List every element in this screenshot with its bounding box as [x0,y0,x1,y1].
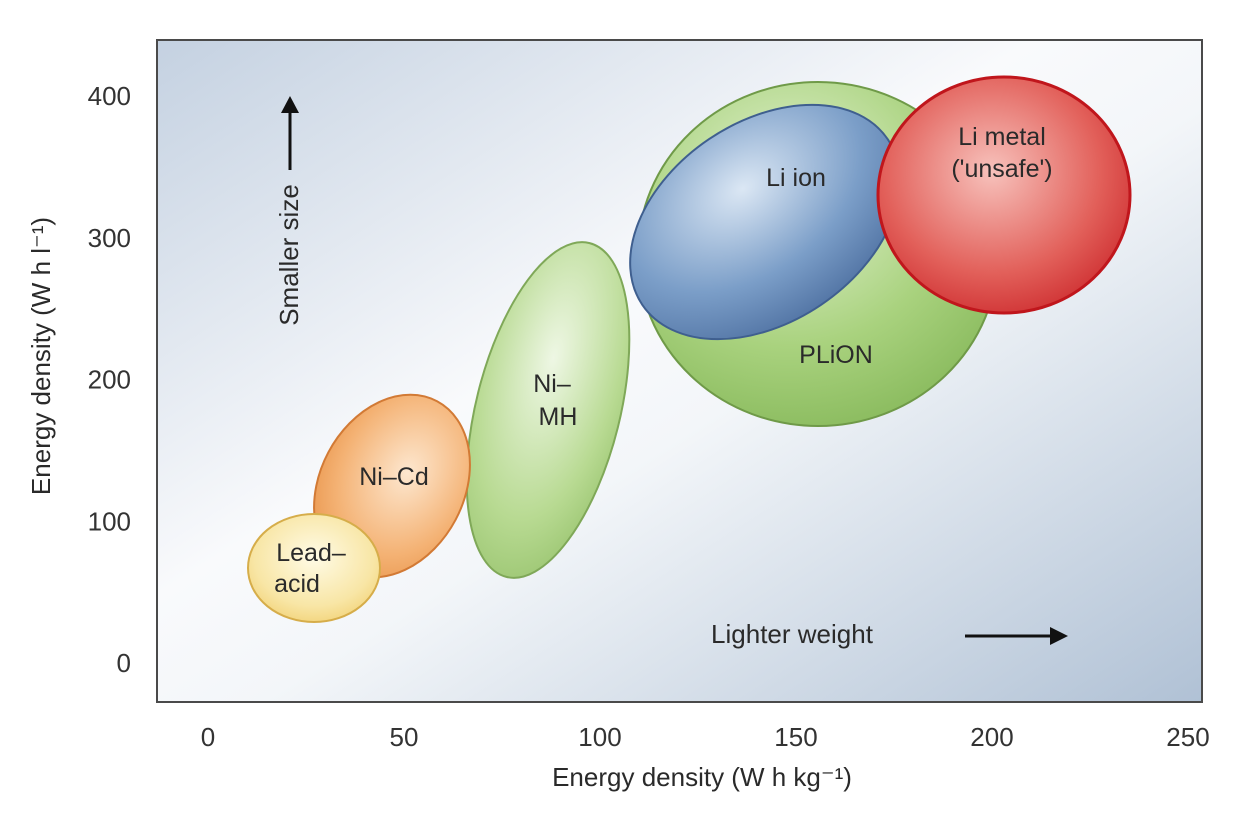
x-tick-label: 150 [774,722,817,752]
regions-layer [247,75,1132,623]
region-label-ni-cd: Ni–Cd [359,463,428,491]
y-tick-label: 100 [88,506,131,536]
region-label-li-metal-line1: Li metal [958,123,1046,151]
up-arrow-icon [281,96,299,113]
y-tick-label: 400 [88,81,131,111]
y-tick-label: 200 [88,365,131,395]
region-label-lead-acid-line2: acid [274,570,320,598]
annotation-smaller-size-label: Smaller size [274,184,304,326]
region-li-ion [629,103,901,341]
region-label-li-ion: Li ion [766,164,826,192]
region-lead-acid [247,513,381,623]
x-tick-label: 50 [390,722,419,752]
region-label-lead-acid-line1: Lead– [276,539,346,567]
region-label-li-metal-line2: ('unsafe') [951,155,1052,183]
x-axis-ticks: 0 50 100 150 200 250 [201,722,1210,752]
region-labels: PLiON Li ion Li metal ('unsafe') Ni– MH … [274,123,1053,598]
region-label-pliion: PLiON [799,341,873,369]
x-axis-title: Energy density (W h kg⁻¹) [552,762,852,792]
right-arrow-icon [1050,627,1068,645]
annotation-smaller-size: Smaller size [274,96,304,326]
annotation-lighter-weight-label: Lighter weight [711,619,874,649]
y-axis-ticks: 0 100 200 300 400 [88,81,131,678]
x-tick-label: 0 [201,722,215,752]
region-li-metal [876,75,1132,315]
x-tick-label: 100 [578,722,621,752]
y-axis-title: Energy density (W h l⁻¹) [26,217,56,495]
annotation-lighter-weight: Lighter weight [711,619,1068,649]
region-label-ni-mh-line1: Ni– [533,370,571,398]
y-tick-label: 0 [117,648,131,678]
x-tick-label: 200 [970,722,1013,752]
region-ni-mh [465,241,631,579]
region-label-ni-mh-line2: MH [539,403,578,431]
y-tick-label: 300 [88,223,131,253]
x-tick-label: 250 [1166,722,1209,752]
